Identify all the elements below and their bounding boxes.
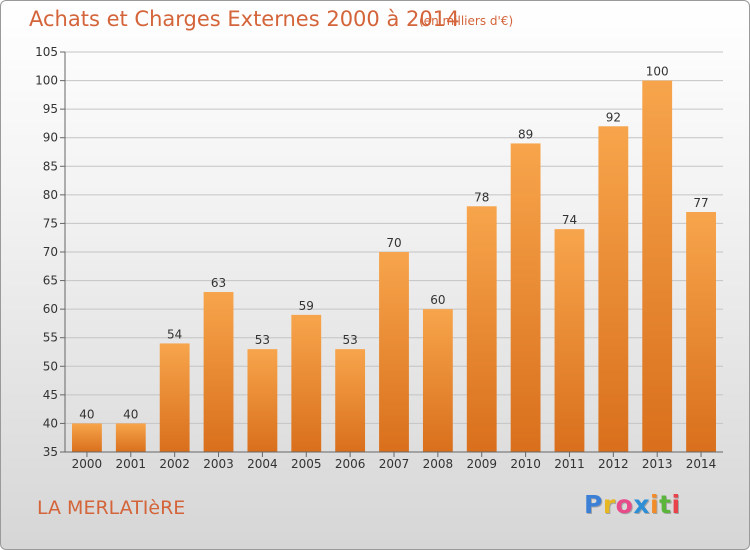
y-tick-label: 90	[43, 131, 58, 145]
data-label-2004: 53	[255, 333, 270, 347]
bar-2009	[466, 206, 497, 452]
y-tick-label: 50	[43, 359, 58, 373]
data-label-2005: 59	[299, 299, 314, 313]
bar-2012	[598, 126, 629, 453]
x-tick-label-2008: 2008	[423, 457, 454, 471]
bar-2014	[686, 212, 716, 452]
x-tick-label-2013: 2013	[642, 457, 673, 471]
data-label-2002: 54	[167, 327, 182, 341]
x-tick-label-2002: 2002	[159, 457, 190, 471]
y-tick-label: 70	[43, 245, 58, 259]
data-label-2012: 92	[606, 110, 621, 124]
logo-letter: P	[584, 490, 603, 519]
y-tick-label: 95	[43, 102, 58, 116]
x-tick-label-2003: 2003	[203, 457, 234, 471]
y-tick-label: 65	[43, 274, 58, 288]
bar-2000	[72, 423, 102, 452]
data-label-2003: 63	[211, 276, 226, 290]
bar-2007	[379, 252, 409, 452]
logo-letter: x	[633, 490, 650, 519]
y-tick-label: 85	[43, 159, 58, 173]
y-tick-label: 105	[35, 45, 58, 59]
bar-2008	[422, 309, 453, 452]
y-tick-label: 75	[43, 216, 58, 230]
data-label-2009: 78	[474, 190, 489, 204]
y-tick-label: 35	[43, 445, 58, 459]
y-tick-label: 55	[43, 331, 58, 345]
data-label-2014: 77	[693, 196, 708, 210]
x-tick-label-2009: 2009	[466, 457, 497, 471]
x-tick-label-2006: 2006	[335, 457, 366, 471]
bar-2004	[247, 349, 278, 452]
data-label-2001: 40	[123, 407, 138, 421]
x-tick-label-2000: 2000	[72, 457, 103, 471]
bar-2002	[159, 343, 190, 452]
logo-letter: i	[650, 490, 660, 519]
data-label-2007: 70	[386, 236, 401, 250]
axes: 35 40 45 50 55 60 65 70 75 80 85 90 95 100 105 2000 2001…	[35, 45, 723, 471]
data-label-2011: 74	[562, 213, 577, 227]
logo-letter: o	[615, 490, 634, 519]
commune-name: LA MERLATIèRE	[37, 497, 186, 519]
data-label-2008: 60	[430, 293, 445, 307]
bar-2001	[115, 423, 146, 452]
y-tick-label: 60	[43, 302, 58, 316]
y-tick-label: 100	[35, 74, 58, 88]
y-tick-label: 40	[43, 416, 58, 430]
bar-2006	[335, 349, 366, 452]
x-tick-label-2007: 2007	[379, 457, 410, 471]
x-tick-label-2004: 2004	[247, 457, 278, 471]
bars: 40 40 54 63 53 59 53 70 60 78 89 74 92 100 77	[72, 65, 716, 453]
bar-2005	[291, 314, 322, 452]
data-label-2013: 100	[646, 65, 669, 79]
y-tick-label: 45	[43, 388, 58, 402]
data-label-2000: 40	[79, 407, 94, 421]
logo-letter: t	[659, 490, 672, 519]
data-label-2010: 89	[518, 127, 533, 141]
bar-2011	[554, 229, 585, 452]
bar-2003	[203, 292, 234, 452]
bar-2013	[642, 80, 673, 453]
x-tick-label-2014: 2014	[686, 457, 717, 471]
bar-2010	[510, 143, 541, 452]
logo-letter: r	[602, 490, 616, 519]
x-tick-label-2005: 2005	[291, 457, 322, 471]
x-tick-label-2010: 2010	[510, 457, 541, 471]
x-tick-label-2012: 2012	[598, 457, 629, 471]
y-tick-label: 80	[43, 188, 58, 202]
proxiti-logo: Proxiti	[584, 490, 681, 519]
x-tick-label-2001: 2001	[116, 457, 147, 471]
chart-subtitle: (en milliers d'€)	[419, 14, 514, 28]
data-label-2006: 53	[342, 333, 357, 347]
logo-letter: i	[671, 490, 681, 519]
x-tick-label-2011: 2011	[554, 457, 585, 471]
chart-title: Achats et Charges Externes 2000 à 2014	[29, 7, 460, 31]
